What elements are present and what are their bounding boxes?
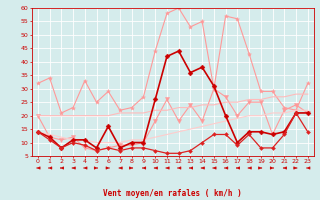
Text: Vent moyen/en rafales ( km/h ): Vent moyen/en rafales ( km/h ) bbox=[103, 189, 242, 198]
